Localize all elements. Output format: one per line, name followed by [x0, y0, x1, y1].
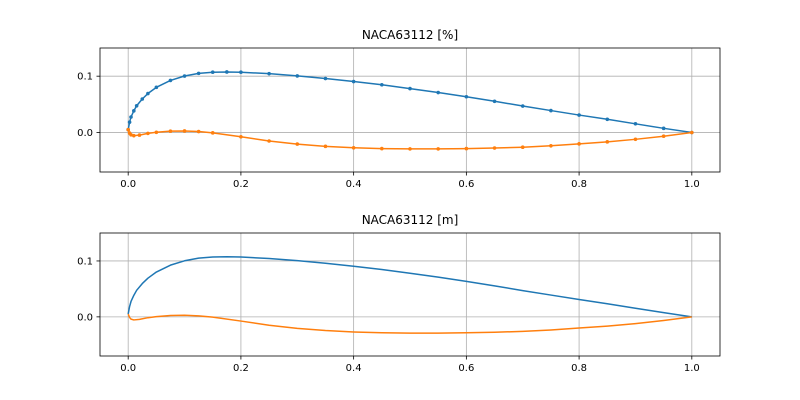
data-point: [239, 70, 243, 75]
data-point: [154, 130, 159, 135]
data-point: [661, 134, 666, 139]
data-point: [132, 109, 136, 113]
data-point: [690, 130, 694, 135]
subplot-percent-plot: [126, 70, 694, 151]
data-point: [577, 142, 581, 146]
data-point: [127, 120, 132, 124]
data-point: [210, 131, 215, 135]
x-tick-label: 0.0: [120, 179, 136, 190]
subplot-percent-axes: 0.0 0.2 0.4 0.6 0.8 1.0 0.0 0.1: [77, 47, 721, 190]
x-tick-label: 0.0: [120, 363, 136, 374]
data-point: [129, 115, 133, 119]
data-point: [380, 82, 384, 87]
data-point: [408, 147, 412, 151]
data-point: [134, 103, 139, 108]
data-point: [168, 78, 173, 83]
data-point: [323, 76, 328, 81]
x-tick-label: 0.4: [346, 363, 362, 374]
axes-frame: [99, 232, 721, 357]
y-tick-label: 0.0: [77, 312, 93, 323]
data-point: [661, 126, 666, 131]
x-tick-label: 0.6: [458, 363, 474, 374]
series-line-upper: [127, 256, 692, 318]
subplot-percent: NACA63112 [%] 0.0 0.2 0.4 0.6 0.8 1.0 0.0 0.1: [77, 28, 721, 190]
data-point: [137, 133, 142, 137]
data-point: [267, 139, 271, 143]
data-point: [605, 140, 610, 144]
data-point: [146, 131, 150, 136]
data-point: [633, 137, 638, 142]
data-point: [549, 143, 553, 148]
data-point: [267, 71, 271, 76]
subplot-meters-plot: [127, 256, 692, 334]
data-point: [380, 146, 384, 151]
y-tick-label: 0.0: [77, 128, 93, 139]
subplot-meters-axes: 0.0 0.2 0.4 0.6 0.8 1.0 0.0 0.1: [77, 232, 721, 374]
data-point: [126, 127, 130, 132]
data-point: [408, 86, 412, 91]
series-line-lower: [127, 313, 692, 334]
data-point: [633, 122, 638, 126]
data-point: [295, 74, 300, 78]
data-point: [225, 70, 229, 74]
series-line-lower: [127, 129, 692, 150]
x-tick-label: 1.0: [684, 363, 700, 374]
subplot-meters: NACA63112 [m] 0.0 0.2 0.4 0.6 0.8 1.0 0.0 0.1: [77, 213, 721, 374]
data-point: [210, 70, 215, 75]
x-tick-label: 0.4: [346, 179, 362, 190]
data-point: [129, 133, 133, 137]
data-point: [154, 85, 159, 90]
data-point: [239, 134, 243, 139]
y-tick-label: 0.1: [77, 256, 93, 267]
x-tick-label: 0.2: [233, 179, 249, 190]
data-point: [492, 99, 497, 104]
subplot-meters-title: NACA63112 [m]: [362, 213, 459, 227]
y-tick-label: 0.1: [77, 72, 93, 83]
data-point: [196, 71, 201, 76]
data-point: [464, 94, 469, 99]
data-point: [182, 74, 187, 78]
x-tick-label: 0.6: [458, 179, 474, 190]
data-point: [196, 129, 201, 134]
x-tick-label: 0.8: [571, 179, 587, 190]
subplot-percent-title: NACA63112 [%]: [362, 28, 458, 42]
axes-frame: [99, 47, 721, 173]
x-tick-label: 0.8: [571, 363, 587, 374]
data-point: [549, 108, 553, 113]
data-point: [436, 90, 440, 95]
data-point: [605, 117, 610, 122]
data-point: [182, 129, 187, 133]
x-tick-label: 1.0: [684, 179, 700, 190]
data-point: [168, 129, 173, 133]
data-point: [520, 145, 525, 149]
data-point: [146, 91, 150, 96]
data-point: [436, 147, 440, 151]
data-point: [140, 97, 145, 101]
data-point: [295, 142, 300, 146]
data-point: [520, 104, 525, 108]
data-point: [132, 133, 136, 138]
data-point: [351, 145, 356, 150]
data-point: [323, 144, 328, 149]
data-point: [351, 79, 356, 84]
x-tick-label: 0.2: [233, 363, 249, 374]
data-point: [577, 113, 581, 117]
data-point: [492, 146, 497, 150]
data-point: [464, 146, 469, 151]
